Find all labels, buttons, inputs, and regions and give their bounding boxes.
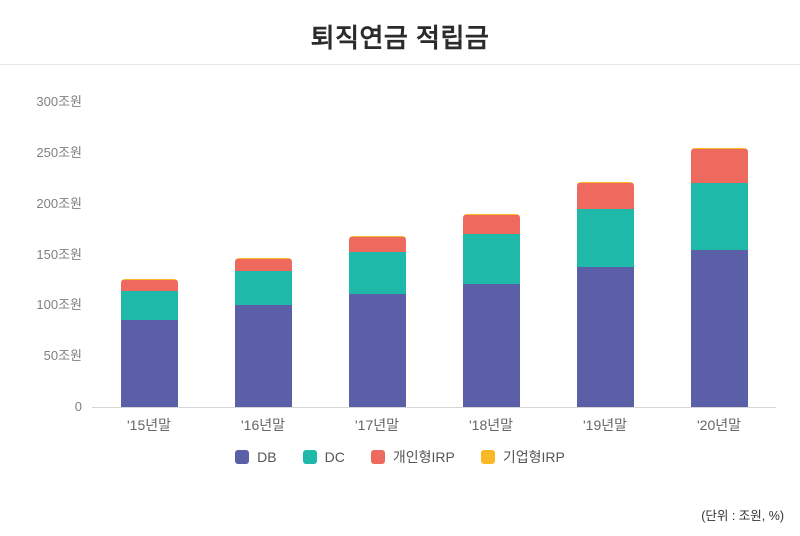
legend-label: DC xyxy=(324,449,345,465)
legend-swatch-icon xyxy=(370,450,385,464)
bar-segment-기업형IRP xyxy=(120,278,178,280)
bar-segment-기업형IRP xyxy=(234,257,292,259)
bar-segment-DB xyxy=(690,250,748,407)
x-tick-label: '15년말 xyxy=(126,417,171,433)
x-tick-label: '18년말 xyxy=(468,417,513,433)
x-tick-label: '16년말 xyxy=(240,417,285,433)
bar-segment-DC xyxy=(462,234,520,284)
y-tick-label: 300조원 xyxy=(36,94,82,109)
x-tick-label: '17년말 xyxy=(354,417,399,433)
bar-segment-DB xyxy=(120,319,178,407)
bar-segment-DB xyxy=(348,294,406,407)
y-tick-label: 150조원 xyxy=(36,246,82,262)
legend-swatch-icon xyxy=(480,450,495,464)
stacked-bar-'18년말 xyxy=(462,213,520,407)
bar-segment-개인형IRP xyxy=(348,237,406,253)
legend-swatch-icon xyxy=(235,450,250,464)
stacked-bar-'17년말 xyxy=(348,236,406,407)
bar-segment-DC xyxy=(120,291,178,320)
legend-label: DB xyxy=(257,449,277,465)
stacked-bar-'19년말 xyxy=(576,182,634,407)
bar-segment-개인형IRP xyxy=(690,148,748,184)
bar-slot xyxy=(434,102,548,407)
bar-segment-개인형IRP xyxy=(120,279,178,292)
x-tick-label: '19년말 xyxy=(582,417,627,433)
bar-segment-기업형IRP xyxy=(576,182,634,184)
bar-segment-DB xyxy=(234,305,292,407)
bar-segment-DC xyxy=(576,208,634,267)
legend: DB DC 개인형IRP 기업형IRP xyxy=(0,447,800,467)
y-tick-label: 250조원 xyxy=(36,144,82,160)
x-tick-label: '20년말 xyxy=(696,417,741,433)
title-divider xyxy=(0,64,800,65)
x-axis-labels: '15년말 '16년말 '17년말 '18년말 '19년말 '20년말 xyxy=(92,415,776,435)
legend-item-기업형IRP: 기업형IRP xyxy=(480,447,565,467)
bar-segment-DC xyxy=(690,183,748,251)
legend-item-DB: DB xyxy=(235,449,277,465)
bar-segment-개인형IRP xyxy=(462,214,520,235)
bar-segment-DB xyxy=(462,283,520,407)
chart-title: 퇴직연금 적립금 xyxy=(310,23,490,53)
bar-segment-개인형IRP xyxy=(576,183,634,209)
bar-segment-개인형IRP xyxy=(234,258,292,271)
bar-slot xyxy=(92,102,206,407)
stacked-bar-'15년말 xyxy=(120,278,178,407)
y-tick-label: 200조원 xyxy=(36,195,82,211)
legend-swatch-icon xyxy=(302,450,317,464)
y-tick-label: 0 xyxy=(74,399,82,414)
y-tick-label: 100조원 xyxy=(36,297,82,313)
bar-segment-DC xyxy=(348,252,406,295)
bar-segment-기업형IRP xyxy=(348,236,406,238)
bar-segment-DC xyxy=(234,270,292,306)
plot-area xyxy=(92,102,776,408)
bar-slot xyxy=(548,102,662,407)
bar-slot xyxy=(320,102,434,407)
legend-label: 개인형IRP xyxy=(392,449,455,465)
y-tick-label: 50조원 xyxy=(43,348,82,364)
bar-segment-DB xyxy=(576,266,634,407)
legend-item-개인형IRP: 개인형IRP xyxy=(370,447,455,467)
bar-slot xyxy=(662,102,776,407)
bar-slot xyxy=(206,102,320,407)
bar-segment-기업형IRP xyxy=(690,147,748,149)
unit-note: (단위 : 조원, %) xyxy=(701,509,784,523)
legend-label: 기업형IRP xyxy=(502,449,565,465)
stacked-bar-'20년말 xyxy=(690,147,748,407)
legend-item-DC: DC xyxy=(302,449,345,465)
stacked-bar-'16년말 xyxy=(234,257,292,407)
bar-segment-기업형IRP xyxy=(462,213,520,215)
